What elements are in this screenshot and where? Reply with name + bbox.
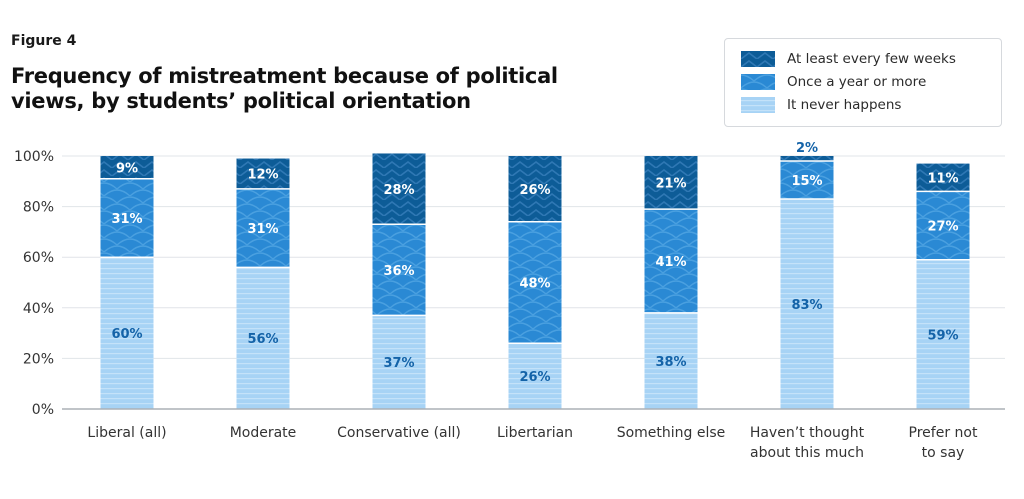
data-label: 56% <box>247 332 278 347</box>
x-tick-label: Moderate <box>230 425 297 441</box>
bar-segment <box>916 191 970 260</box>
bar-segment <box>508 156 562 222</box>
data-label: 26% <box>519 370 550 385</box>
bar-segment <box>100 156 154 179</box>
data-label: 27% <box>927 220 958 235</box>
y-tick-label: 40% <box>23 301 54 317</box>
data-label: 36% <box>383 264 414 279</box>
bar-segment <box>372 224 426 316</box>
bar-segment <box>780 161 834 200</box>
bar-segment <box>508 221 562 344</box>
bar-segment <box>780 199 834 409</box>
data-label: 59% <box>927 328 958 343</box>
chart-title: Frequency of mistreatment because of pol… <box>11 64 558 113</box>
bar-segment <box>644 209 698 313</box>
y-tick-label: 60% <box>23 250 54 266</box>
y-tick-label: 20% <box>23 351 54 367</box>
bar-segment <box>372 315 426 409</box>
x-tick-label: Haven’t thought <box>750 425 865 441</box>
bar-segment <box>236 158 290 189</box>
legend: At least every few weeks Once a year or … <box>724 38 1002 127</box>
y-tick-label: 0% <box>32 402 54 418</box>
data-label: 2% <box>796 141 818 156</box>
data-label: 11% <box>927 172 958 187</box>
data-label: 31% <box>111 212 142 227</box>
x-tick-label: to say <box>922 445 965 461</box>
data-label: 37% <box>383 356 414 371</box>
data-label: 15% <box>791 174 822 189</box>
x-tick-label: Something else <box>617 425 726 441</box>
data-label: 28% <box>383 183 414 198</box>
legend-item-yearly: Once a year or more <box>741 74 926 90</box>
x-tick-label: Prefer not <box>909 425 978 441</box>
legend-label: At least every few weeks <box>787 51 956 67</box>
x-tick-label: Liberal (all) <box>87 425 166 441</box>
bar-segment <box>916 163 970 192</box>
legend-swatch-arcs <box>741 74 775 90</box>
figure-label: Figure 4 <box>11 33 77 49</box>
data-label: 31% <box>247 222 278 237</box>
bar-segment <box>372 153 426 225</box>
data-label: 41% <box>655 255 686 270</box>
bar-segment <box>644 156 698 210</box>
bar-segment <box>916 259 970 409</box>
y-tick-label: 80% <box>23 200 54 216</box>
legend-item-frequent: At least every few weeks <box>741 51 956 67</box>
data-label: 48% <box>519 277 550 292</box>
legend-swatch-stripes <box>741 97 775 113</box>
bar-segment <box>236 267 290 409</box>
data-label: 60% <box>111 327 142 342</box>
data-label: 26% <box>519 183 550 198</box>
legend-label: Once a year or more <box>787 74 927 90</box>
y-tick-label: 100% <box>14 149 54 165</box>
x-tick-label: Conservative (all) <box>337 425 461 441</box>
x-tick-label: Libertarian <box>497 425 573 441</box>
bar-segment <box>100 257 154 409</box>
data-label: 9% <box>116 161 138 176</box>
bar-segment <box>100 178 154 258</box>
bar-segment <box>780 156 834 162</box>
bar-segment <box>508 343 562 409</box>
data-label: 21% <box>655 177 686 192</box>
data-label: 38% <box>655 355 686 370</box>
data-label: 12% <box>247 168 278 183</box>
bar-segment <box>236 188 290 268</box>
bar-segment <box>644 312 698 409</box>
x-tick-label: about this much <box>750 445 864 461</box>
legend-label: It never happens <box>787 97 902 113</box>
data-label: 83% <box>791 298 822 313</box>
legend-item-never: It never happens <box>741 97 901 113</box>
legend-swatch-chevron <box>741 51 775 67</box>
